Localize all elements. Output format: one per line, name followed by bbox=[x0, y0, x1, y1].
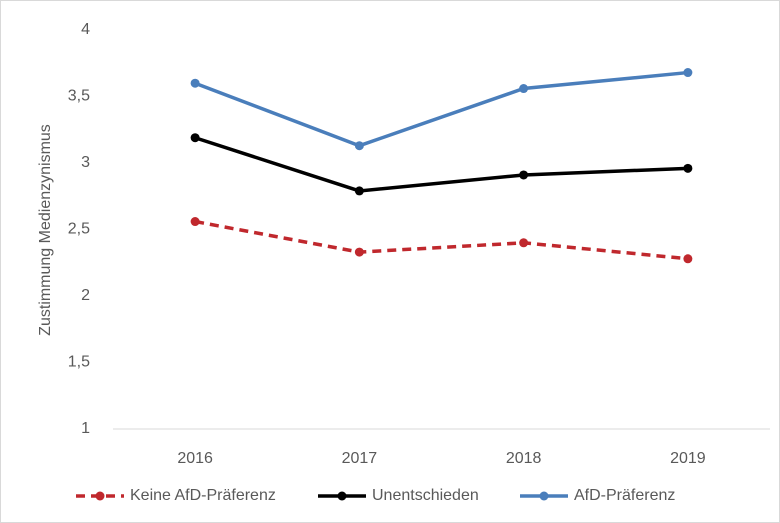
point bbox=[354, 141, 364, 151]
y-tick-label: 2,5 bbox=[68, 221, 90, 238]
x-tick-label: 2017 bbox=[342, 450, 378, 467]
point bbox=[519, 84, 529, 94]
point bbox=[190, 133, 200, 143]
legend-label: Keine AfD-Präferenz bbox=[130, 487, 276, 504]
point bbox=[190, 78, 200, 88]
y-tick-label: 1,5 bbox=[68, 354, 90, 371]
x-tick-label: 2016 bbox=[177, 450, 213, 467]
y-tick-label: 1 bbox=[81, 420, 90, 437]
point bbox=[519, 170, 529, 180]
x-tick-label: 2019 bbox=[670, 450, 706, 467]
legend-marker bbox=[95, 491, 105, 501]
point bbox=[519, 238, 529, 248]
y-tick-label: 2 bbox=[81, 287, 90, 304]
point bbox=[190, 217, 200, 227]
y-tick-label: 3 bbox=[81, 154, 90, 171]
x-tick-label: 2018 bbox=[506, 450, 542, 467]
series-line bbox=[194, 219, 689, 261]
point bbox=[683, 254, 693, 264]
y-tick-label: 4 bbox=[81, 21, 90, 38]
point bbox=[683, 163, 693, 173]
legend-label: Unentschieden bbox=[372, 487, 479, 504]
legend-label: AfD-Präferenz bbox=[574, 487, 675, 504]
y-tick-label: 3,5 bbox=[68, 88, 90, 105]
legend-marker bbox=[539, 491, 549, 501]
series-line bbox=[194, 136, 688, 193]
y-axis-label: Zustimmung Medienzynismus bbox=[37, 124, 54, 336]
legend-marker bbox=[337, 491, 347, 501]
point bbox=[354, 186, 364, 196]
series-line bbox=[194, 70, 689, 148]
point bbox=[683, 68, 693, 78]
point bbox=[354, 247, 364, 257]
